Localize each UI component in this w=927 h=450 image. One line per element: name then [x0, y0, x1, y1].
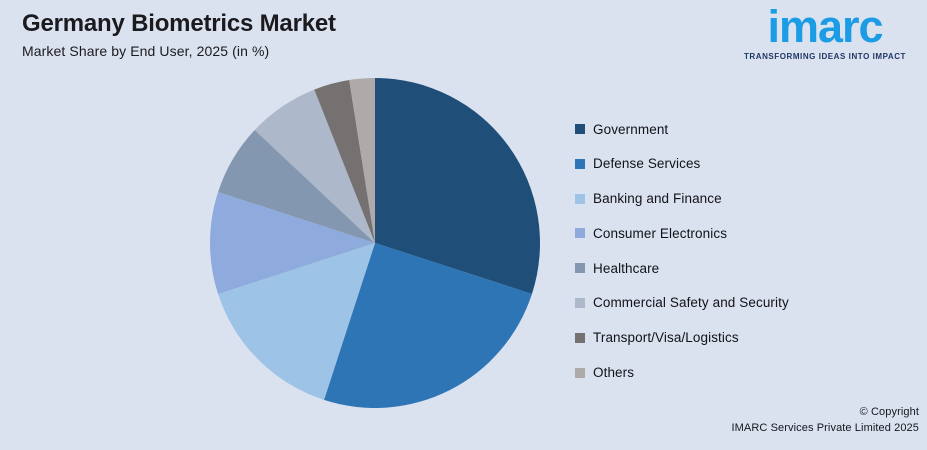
legend-swatch-icon — [575, 332, 585, 343]
legend: Government Defense Services Banking and Fi… — [575, 121, 789, 381]
legend-label: Banking and Finance — [593, 191, 722, 207]
imarc-logo-wordmark: imarc — [767, 1, 883, 52]
pie-chart — [210, 78, 540, 408]
legend-label: Others — [593, 365, 635, 381]
pie-slice-government — [375, 78, 540, 294]
legend-label: Consumer Electronics — [593, 225, 728, 241]
pie-slice-others — [349, 78, 375, 243]
copyright-notice: © Copyright IMARC Services Private Limit… — [731, 405, 919, 436]
legend-item-defense-services: Defense Services — [575, 156, 789, 172]
copyright-line2: IMARC Services Private Limited 2025 — [731, 421, 919, 434]
legend-item-government: Government — [575, 121, 789, 137]
legend-item-healthcare: Healthcare — [575, 260, 789, 276]
chart-header: Germany Biometrics Market Market Share b… — [22, 10, 336, 59]
legend-swatch-icon — [575, 158, 585, 169]
pie-slice-banking-and-finance — [218, 243, 375, 400]
pie-chart-svg — [210, 78, 540, 408]
pie-slice-transport-visa-logistics — [314, 80, 375, 243]
legend-swatch-icon — [575, 367, 585, 378]
legend-label: Commercial Safety and Security — [593, 295, 789, 311]
pie-slice-consumer-electronics — [210, 192, 375, 294]
page-subtitle: Market Share by End User, 2025 (in %) — [22, 42, 270, 59]
pie-slice-defense-services — [324, 243, 532, 408]
legend-label: Transport/Visa/Logistics — [593, 330, 739, 346]
legend-swatch-icon — [575, 263, 585, 274]
legend-label: Defense Services — [593, 156, 701, 172]
copyright-line1: © Copyright — [859, 406, 919, 419]
legend-item-transport-visa-logistics: Transport/Visa/Logistics — [575, 330, 789, 346]
legend-item-others: Others — [575, 365, 789, 381]
legend-swatch-icon — [575, 124, 585, 134]
legend-swatch-icon — [575, 193, 585, 204]
imarc-logo-tagline: TRANSFORMING IDEAS INTO IMPACT — [744, 51, 906, 61]
legend-label: Government — [593, 121, 669, 137]
page-title: Germany Biometrics Market — [22, 10, 336, 37]
pie-slice-healthcare — [218, 130, 375, 243]
imarc-logo: imarc TRANSFORMING IDEAS INTO IMPACT — [730, 1, 920, 61]
legend-label: Healthcare — [593, 260, 660, 276]
legend-item-commercial-safety-and-security: Commercial Safety and Security — [575, 295, 789, 311]
legend-swatch-icon — [575, 228, 585, 239]
pie-slice-commercial-safety-and-security — [254, 89, 375, 243]
legend-item-banking-and-finance: Banking and Finance — [575, 191, 789, 207]
legend-item-consumer-electronics: Consumer Electronics — [575, 225, 789, 241]
legend-swatch-icon — [575, 297, 585, 308]
